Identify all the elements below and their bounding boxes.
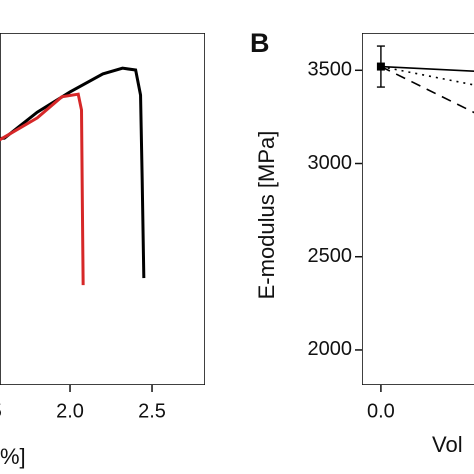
x-tick-label: 0.0: [367, 400, 395, 422]
line: [0, 66, 146, 279]
y-tick-label: 3500: [308, 59, 353, 81]
line: [380, 65, 474, 86]
x-axis-label: %]: [0, 444, 26, 469]
y-tick-label: 3000: [308, 152, 353, 174]
plot-frame: [362, 33, 474, 385]
line: [0, 92, 85, 286]
plot-area: [362, 33, 474, 385]
plot-frame: [0, 33, 205, 385]
x-axis-label: Vol: [432, 432, 463, 457]
panel-label: B: [250, 28, 270, 58]
y-tick-label: 2000: [308, 338, 353, 360]
y-tick-label: 2500: [308, 245, 353, 267]
line: [380, 65, 474, 114]
plot-area: [0, 33, 205, 385]
x-tick-label: 1.5: [0, 400, 2, 422]
x-tick-label: 2.0: [56, 400, 84, 422]
y-axis-label: E-modulus [MPa]: [254, 131, 279, 300]
x-tick-label: 2.5: [138, 400, 166, 422]
line: [380, 65, 474, 72]
